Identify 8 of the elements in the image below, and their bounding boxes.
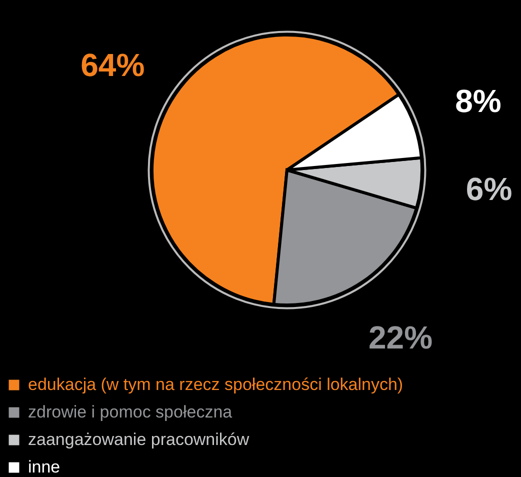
data-label: 8% xyxy=(455,82,502,119)
data-label: 64% xyxy=(80,47,145,84)
legend-label: edukacja (w tym na rzecz społeczności lokalnych) xyxy=(28,375,404,394)
legend-label: inne xyxy=(28,458,60,476)
legend-label: zdrowie i pomoc społeczna xyxy=(28,402,233,422)
data-label: 6% xyxy=(466,170,512,207)
data-label: 22% xyxy=(368,319,433,356)
legend-label: zaangażowanie pracowników xyxy=(28,430,250,449)
